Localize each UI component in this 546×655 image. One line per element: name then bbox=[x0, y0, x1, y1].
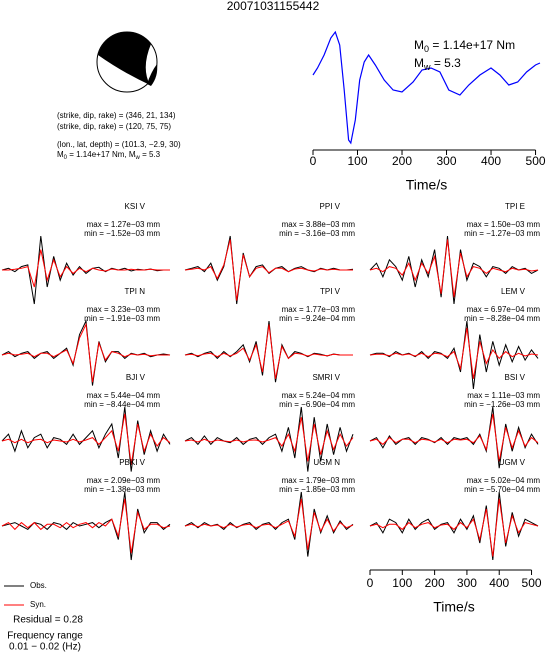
annotation-text: = 1.14e+17 Nm bbox=[429, 38, 515, 52]
x-tick-label: 500 bbox=[522, 576, 542, 590]
min-label: min = −1.85e−03 mm bbox=[279, 485, 355, 494]
focal-line: (lon., lat, depth) = (101.3, −2.9, 30) bbox=[57, 140, 181, 149]
station-label: PPI V bbox=[320, 202, 341, 211]
max-label: max = 5.24e−04 mm bbox=[282, 391, 356, 400]
x-tick-label: 300 bbox=[457, 576, 477, 590]
obs-trace bbox=[369, 491, 539, 561]
min-label: min = −1.91e−03 mm bbox=[84, 314, 160, 323]
syn-trace bbox=[1, 498, 171, 554]
legend-syn: Syn. bbox=[30, 600, 46, 609]
obs-trace bbox=[369, 320, 539, 390]
syn-trace bbox=[184, 417, 354, 462]
min-label: min = −1.27e−03 mm bbox=[464, 229, 540, 238]
x-axis-label: Time/s bbox=[406, 177, 447, 193]
min-label: min = −6.90e−04 mm bbox=[279, 400, 355, 409]
min-label: min = −8.28e−04 mm bbox=[464, 314, 540, 323]
x-axis-label: Time/s bbox=[433, 599, 474, 615]
max-label: max = 1.11e−03 mm bbox=[467, 391, 540, 400]
station-label: UGM V bbox=[499, 458, 526, 467]
annotation-sub: 0 bbox=[424, 44, 429, 54]
annotation: M0 = 1.14e+17 Nm bbox=[414, 38, 515, 54]
annotation-symbol: M bbox=[414, 38, 424, 52]
station-label: UGM N bbox=[313, 458, 340, 467]
station-label: SMRI V bbox=[312, 373, 340, 382]
x-tick-label: 100 bbox=[392, 576, 412, 590]
focal-line: (strike, dip, rake) = (346, 21, 134) bbox=[57, 111, 176, 120]
x-tick-label: 400 bbox=[489, 576, 509, 590]
residual: Residual = 0.28 bbox=[13, 615, 83, 626]
x-tick-label: 400 bbox=[481, 154, 501, 168]
syn-trace bbox=[1, 322, 170, 383]
frequency-range: 0.01 − 0.02 (Hz) bbox=[9, 642, 81, 653]
annotation: Mw = 5.3 bbox=[414, 56, 461, 72]
obs-trace bbox=[1, 491, 171, 561]
station-label: TPI V bbox=[320, 287, 341, 296]
max-label: max = 3.23e−03 mm bbox=[87, 305, 161, 314]
syn-trace bbox=[184, 239, 353, 301]
station-label: TPI N bbox=[125, 287, 146, 296]
station-label: KSI V bbox=[125, 202, 146, 211]
x-tick-label: 100 bbox=[347, 154, 367, 168]
frequency-label: Frequency range bbox=[7, 631, 83, 642]
min-label: min = −3.16e−03 mm bbox=[279, 229, 355, 238]
stf-line bbox=[312, 30, 541, 145]
min-label: min = −8.44e−04 mm bbox=[84, 400, 160, 409]
min-label: min = −5.70e−04 mm bbox=[464, 485, 540, 494]
syn-trace bbox=[184, 324, 353, 379]
max-label: max = 1.77e−03 mm bbox=[282, 305, 356, 314]
title: 20071031155442 bbox=[227, 0, 320, 13]
syn-trace bbox=[184, 498, 354, 550]
station-label: BSI V bbox=[505, 373, 526, 382]
annotation-sub: w bbox=[423, 62, 431, 72]
station-label: BJI V bbox=[126, 373, 146, 382]
syn-trace bbox=[369, 239, 539, 298]
syn-trace bbox=[369, 327, 539, 379]
focal-line: (strike, dip, rake) = (120, 75, 75) bbox=[57, 122, 171, 131]
syn-trace bbox=[369, 498, 539, 557]
min-label: min = −9.24e−04 mm bbox=[279, 314, 355, 323]
max-label: max = 1.50e−03 mm bbox=[467, 220, 541, 229]
annotation-text: = 5.3 bbox=[431, 56, 462, 70]
max-label: max = 1.27e−03 mm bbox=[87, 220, 161, 229]
min-label: min = −1.26e−03 mm bbox=[464, 400, 540, 409]
station-label: TPI E bbox=[505, 202, 525, 211]
beachball bbox=[96, 31, 158, 93]
max-label: max = 3.88e−03 mm bbox=[282, 220, 356, 229]
x-tick-label: 0 bbox=[367, 576, 374, 590]
min-label: min = −1.52e−03 mm bbox=[84, 229, 160, 238]
obs-trace bbox=[1, 319, 171, 386]
max-label: max = 5.02e−04 mm bbox=[467, 476, 541, 485]
max-label: max = 2.09e−03 mm bbox=[87, 476, 161, 485]
syn-trace bbox=[2, 249, 170, 288]
moment-line: M0 = 1.14e+17 Nm, Mw = 5.3 bbox=[57, 150, 161, 160]
x-tick-label: 200 bbox=[392, 154, 412, 168]
min-label: min = −1.38e−03 mm bbox=[84, 485, 160, 494]
max-label: max = 5.44e−04 mm bbox=[87, 391, 161, 400]
max-label: max = 1.79e−03 mm bbox=[282, 476, 356, 485]
max-label: max = 6.97e−04 mm bbox=[467, 305, 541, 314]
x-tick-label: 300 bbox=[437, 154, 457, 168]
x-tick-label: 500 bbox=[526, 154, 546, 168]
legend-obs: Obs. bbox=[30, 581, 47, 590]
x-tick-label: 0 bbox=[310, 154, 317, 168]
station-label: LEM V bbox=[501, 287, 526, 296]
syn-trace bbox=[369, 413, 539, 462]
obs-trace bbox=[184, 406, 354, 472]
x-tick-label: 200 bbox=[425, 576, 445, 590]
station-label: PBKI V bbox=[119, 458, 145, 467]
syn-trace bbox=[1, 413, 171, 465]
annotation-symbol: M bbox=[414, 56, 424, 70]
